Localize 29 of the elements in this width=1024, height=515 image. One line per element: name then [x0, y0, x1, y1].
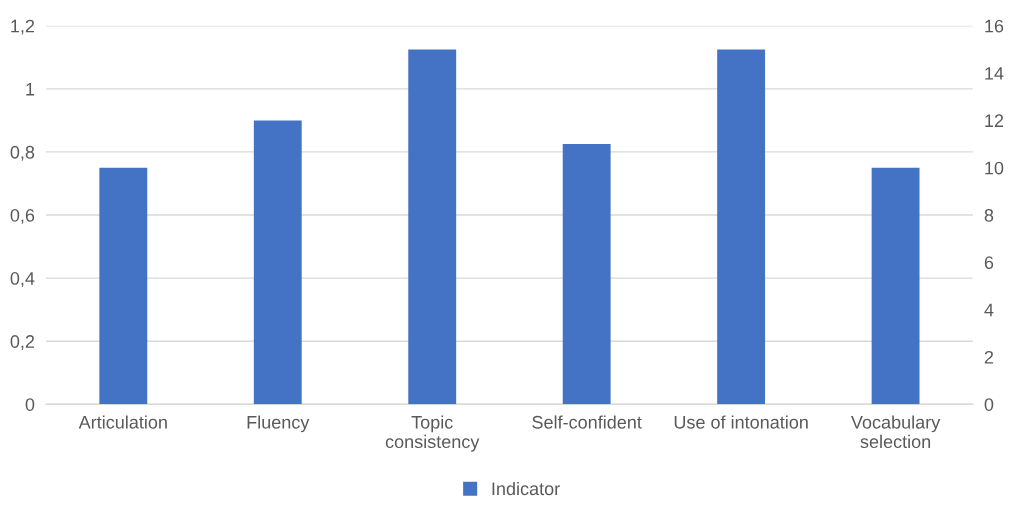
- x-tick-label: Topic consistency: [385, 415, 480, 452]
- x-tick-label: Fluency: [247, 415, 310, 433]
- legend-label: Indicator: [492, 481, 560, 496]
- x-tick-label: Use of intonation: [674, 415, 808, 429]
- y2-tick-label: 12: [985, 114, 1004, 127]
- y2-tick-label: 2: [984, 350, 994, 364]
- y2-tick-label: 4: [984, 303, 994, 317]
- y2-tick-label: 0: [984, 398, 994, 411]
- y-tick-label: 0,8: [10, 145, 35, 161]
- x-tick-label: Self-confident: [532, 415, 642, 429]
- bar: [253, 120, 302, 405]
- y-tick-label: 0,4: [10, 272, 35, 287]
- x-tick-label: Vocabulary selection: [850, 415, 941, 449]
- y-tick-label: 0,6: [10, 208, 35, 224]
- y-tick-label: 0,2: [10, 335, 35, 351]
- bar: [99, 167, 148, 405]
- y-tick-label: 1,2: [11, 19, 35, 35]
- bar: [871, 167, 920, 405]
- y2-tick-label: 16: [985, 19, 1004, 33]
- y2-tick-label: 8: [984, 208, 994, 222]
- bar: [408, 49, 457, 405]
- bar: [562, 144, 611, 405]
- y2-tick-label: 10: [985, 161, 1004, 175]
- y-tick-label: 1: [26, 82, 35, 96]
- bar: [717, 49, 766, 405]
- y2-tick-label: 6: [984, 256, 994, 270]
- y-tick-label: 0: [25, 398, 35, 411]
- x-tick-label: Articulation: [78, 415, 167, 429]
- y2-tick-label: 14: [985, 67, 1004, 80]
